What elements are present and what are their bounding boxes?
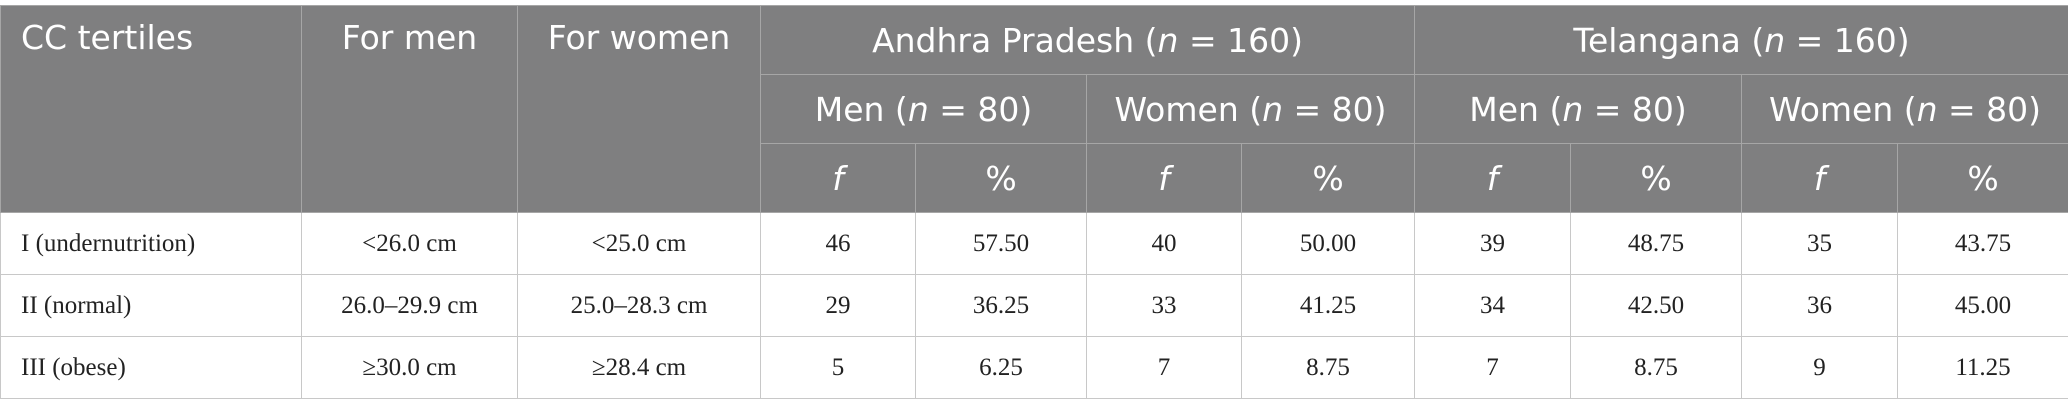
table-cell: ≥28.4 cm [517,336,761,399]
header-cell: Women (n = 80) [1741,74,2068,144]
table-cell: 26.0–29.9 cm [301,274,518,337]
table-cell: 50.00 [1240,212,1416,275]
table-cell: 34 [1414,274,1572,337]
header-cell: f [760,143,916,213]
table-row: III (obese) ≥30.0 cm ≥28.4 cm 5 6.25 7 8.75 7 8.… [0,336,2068,399]
table-cell: 35 [1741,212,1899,275]
header-text: n [1262,89,1284,129]
table-cell: 57.50 [915,212,1087,275]
header-cell: Andhra Pradesh (n = 160) [759,5,1416,75]
header-text: n [1916,89,1938,129]
header-cell: Women (n = 80) [1085,74,1416,144]
table-cell: 40 [1086,212,1242,275]
header-cell: f [1086,143,1242,213]
table-cell: 41.25 [1240,274,1416,337]
table-cell: 43.75 [1897,212,2068,275]
table-cell: 45.00 [1897,274,2068,337]
header-text: f [1158,158,1170,198]
header-text: f [1486,158,1499,198]
header-text: Women ( [1769,89,1917,129]
table-cell: 48.75 [1570,212,1743,275]
table-cell: 11.25 [1897,336,2068,399]
header-text: % [1640,158,1672,198]
table-cell: 36 [1741,274,1899,337]
table-cell: 29 [760,274,916,337]
table-cell: 8.75 [1570,336,1743,399]
header-text: = 80) [1283,89,1387,129]
header-cell: For women [517,5,761,213]
table-cell: ≥30.0 cm [301,336,518,399]
header-cell: % [915,143,1087,213]
header-text: Telangana ( [1573,20,1765,60]
table-cell: 8.75 [1240,336,1416,399]
header-text: Women ( [1114,89,1263,129]
header-text: % [985,158,1017,198]
header-cell: % [1570,143,1743,213]
header-text: Men ( [814,89,908,129]
header-cell: Telangana (n = 160) [1414,5,2068,75]
table-cell: 36.25 [915,274,1087,337]
header-text: = 80) [928,89,1033,129]
header-text: n [907,89,929,129]
table-cell: III (obese) [0,336,302,399]
table-row: II (normal) 26.0–29.9 cm 25.0–28.3 cm 29 36.… [0,274,2068,337]
header-text: n [1157,20,1179,60]
header-text: Andhra Pradesh ( [872,20,1158,60]
header-text: f [832,158,844,198]
table-cell: 25.0–28.3 cm [517,274,761,337]
table-cell: 7 [1414,336,1572,399]
header-text: = 80) [1583,89,1687,129]
header-text: n [1562,89,1584,129]
table-cell: 7 [1086,336,1242,399]
header-cell: % [1897,143,2068,213]
header-cell: f [1741,143,1899,213]
data-table: CC tertiles For men For women Andhra Pra… [0,5,2068,399]
header-text: = 80) [1937,89,2042,129]
header-cell: f [1414,143,1572,213]
table-cell: <26.0 cm [301,212,518,275]
header-text: % [1312,158,1344,198]
header-text: n [1764,20,1786,60]
header-text: % [1967,158,1999,198]
header-cell: For men [301,5,518,213]
header-cell: Men (n = 80) [760,74,1087,144]
table-cell: 33 [1086,274,1242,337]
header-text: = 160) [1785,20,1910,60]
table-cell: II (normal) [0,274,302,337]
table-cell: 39 [1414,212,1572,275]
header-cell: Men (n = 80) [1414,74,1743,144]
table-cell: <25.0 cm [517,212,761,275]
table-cell: 6.25 [915,336,1087,399]
table-cell: 9 [1741,336,1899,399]
header-text: Men ( [1469,89,1563,129]
header-text: = 160) [1178,20,1303,60]
table-row: I (undernutrition) <26.0 cm <25.0 cm 46 57.5… [0,212,2068,275]
table-cell: 5 [760,336,916,399]
table-cell: 46 [760,212,916,275]
table-cell: I (undernutrition) [0,212,302,275]
table-cell: 42.50 [1570,274,1743,337]
header-text: f [1813,158,1826,198]
header-cell: CC tertiles [0,5,302,213]
header-cell: % [1240,143,1416,213]
